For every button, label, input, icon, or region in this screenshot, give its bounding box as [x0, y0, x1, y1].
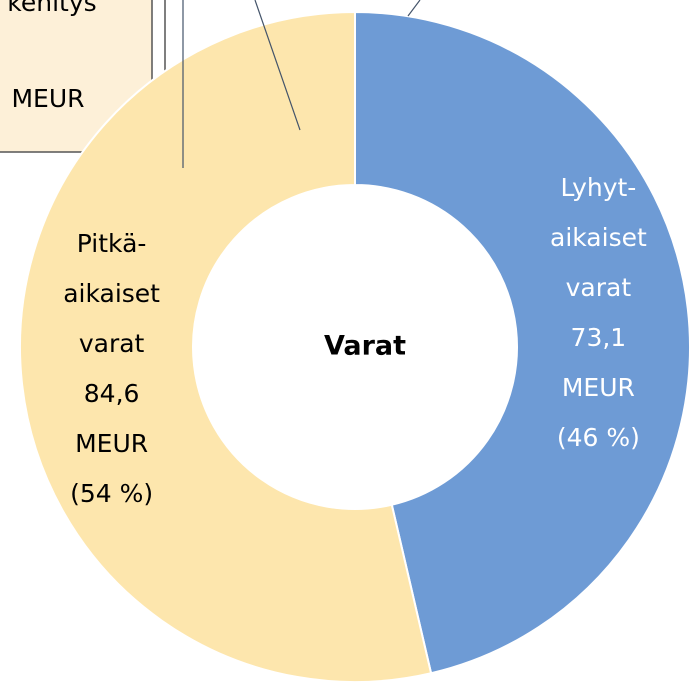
slice-label: (54 %)	[70, 479, 153, 508]
leader-line	[407, 0, 421, 17]
donut-slice	[354, 10, 691, 675]
slice-label: varat	[79, 329, 145, 358]
slice-label: (46 %)	[557, 423, 640, 452]
slice-label: aikaiset	[550, 223, 647, 252]
slice-label: 84,6	[84, 379, 140, 408]
slice-label: aikaiset	[63, 279, 160, 308]
slice-label: Lyhyt-	[560, 173, 636, 202]
slice-label: varat	[566, 273, 632, 302]
callout-text: kehitys	[7, 0, 96, 17]
slice-label: MEUR	[75, 429, 148, 458]
donut-slice	[18, 10, 433, 683]
slice-label: Pitkä-	[77, 229, 147, 258]
slice-label: MEUR	[562, 373, 635, 402]
leader-line	[254, 0, 301, 131]
slice-label: 73,1	[571, 323, 627, 352]
callout-text: MEUR	[11, 84, 84, 113]
center-label: Varat	[324, 331, 406, 362]
